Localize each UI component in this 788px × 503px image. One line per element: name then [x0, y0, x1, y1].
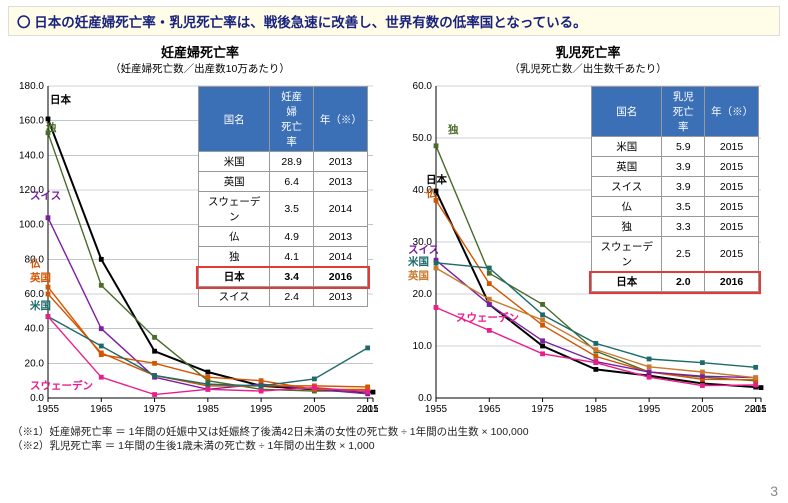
table-cell: 4.9: [270, 227, 314, 247]
table-cell: 英国: [199, 172, 270, 192]
table-cell: 5.9: [662, 137, 705, 157]
table-cell: 3.9: [662, 157, 705, 177]
table-header: 乳児死亡率: [662, 87, 705, 137]
table-cell: 2013: [313, 172, 367, 192]
svg-text:60.0: 60.0: [413, 81, 433, 92]
svg-text:1965: 1965: [478, 404, 501, 415]
table-cell: 英国: [592, 157, 662, 177]
table-cell: 4.1: [270, 247, 314, 267]
table-header: 年（※）: [705, 87, 759, 137]
svg-text:40.0: 40.0: [25, 324, 45, 335]
table-cell: 仏: [199, 227, 270, 247]
data-table: 国名妊産婦死亡率年（※）米国28.92013英国6.42013スウェーデン3.5…: [198, 86, 368, 307]
table-cell: 米国: [199, 152, 270, 172]
svg-text:1965: 1965: [90, 404, 113, 415]
table-cell: スイス: [592, 177, 662, 197]
left-chart-subtitle: （妊産婦死亡数／出産数10万あたり）: [8, 61, 392, 76]
right-chart: 0.0 10.0 20.0 30.0 40.0 50.0 60.0 1955 1965 1975 1…: [396, 78, 766, 423]
left-chart-title: 妊産婦死亡率: [8, 42, 392, 61]
svg-text:0.0: 0.0: [418, 393, 432, 404]
table-cell: 2016: [313, 267, 367, 287]
table-cell: 2014: [313, 247, 367, 267]
table-cell: 3.3: [662, 217, 705, 237]
svg-text:1975: 1975: [531, 404, 554, 415]
table-cell: 2.5: [662, 237, 705, 272]
right-chart-title: 乳児死亡率: [396, 42, 780, 61]
svg-text:2016: 2016: [362, 404, 378, 415]
footnote-1: （※1）妊産婦死亡率 ＝ 1年間の妊娠中又は妊娠終了後満42日未満の女性の死亡数…: [12, 425, 776, 439]
header-banner: 〇 日本の妊産婦死亡率・乳児死亡率は、戦後急速に改善し、世界有数の低率国となって…: [8, 6, 780, 36]
svg-text:100.0: 100.0: [19, 220, 44, 231]
svg-text:20.0: 20.0: [413, 289, 433, 300]
table-cell: 2013: [313, 227, 367, 247]
svg-text:140.0: 140.0: [19, 150, 44, 161]
charts-row: 妊産婦死亡率 （妊産婦死亡数／出産数10万あたり） 0.0 20.0 40.0 60.…: [0, 40, 788, 423]
table-cell: 2014: [313, 192, 367, 227]
header-text: 日本の妊産婦死亡率・乳児死亡率は、戦後急速に改善し、世界有数の低率国となっている…: [34, 15, 586, 30]
table-cell: 3.9: [662, 177, 705, 197]
svg-text:160.0: 160.0: [19, 116, 44, 127]
table-cell: 2.4: [270, 287, 314, 307]
svg-text:2016: 2016: [750, 404, 766, 415]
table-header: 国名: [199, 87, 270, 152]
table-cell: 2015: [705, 157, 759, 177]
svg-text:1995: 1995: [250, 404, 273, 415]
table-cell: 独: [199, 247, 270, 267]
table-cell: 2015: [705, 137, 759, 157]
left-chart: 0.0 20.0 40.0 60.0 80.0 100.0 120.0 140.0 160.0 1…: [8, 78, 378, 423]
data-table: 国名乳児死亡率年（※）米国5.92015英国3.92015スイス3.92015仏…: [591, 86, 759, 292]
table-cell: 2.0: [662, 272, 705, 292]
table-cell: スウェーデン: [592, 237, 662, 272]
table-cell: 3.5: [662, 197, 705, 217]
table-cell: 2013: [313, 152, 367, 172]
table-cell: 6.4: [270, 172, 314, 192]
table-cell: 日本: [592, 272, 662, 292]
svg-text:30.0: 30.0: [413, 237, 433, 248]
footnotes: （※1）妊産婦死亡率 ＝ 1年間の妊娠中又は妊娠終了後満42日未満の女性の死亡数…: [0, 423, 788, 455]
table-cell: 2015: [705, 197, 759, 217]
table-cell: 米国: [592, 137, 662, 157]
svg-text:40.0: 40.0: [413, 185, 433, 196]
svg-text:2005: 2005: [691, 404, 714, 415]
left-panel: 妊産婦死亡率 （妊産婦死亡数／出産数10万あたり） 0.0 20.0 40.0 60.…: [8, 40, 392, 423]
table-cell: 2013: [313, 287, 367, 307]
svg-text:1955: 1955: [37, 404, 60, 415]
header-bullet: 〇: [17, 15, 31, 30]
svg-text:60.0: 60.0: [25, 289, 45, 300]
table-cell: 2015: [705, 217, 759, 237]
table-header: 年（※）: [313, 87, 367, 152]
table-header: 国名: [592, 87, 662, 137]
table-cell: スウェーデン: [199, 192, 270, 227]
svg-text:1985: 1985: [197, 404, 220, 415]
svg-text:120.0: 120.0: [19, 185, 44, 196]
svg-text:10.0: 10.0: [413, 341, 433, 352]
svg-text:50.0: 50.0: [413, 133, 433, 144]
svg-text:20.0: 20.0: [25, 358, 45, 369]
svg-text:180.0: 180.0: [19, 81, 44, 92]
table-cell: 2015: [705, 237, 759, 272]
table-cell: 2016: [705, 272, 759, 292]
slide-number: 3: [770, 483, 778, 499]
svg-text:1955: 1955: [425, 404, 448, 415]
right-chart-subtitle: （乳児死亡数／出生数千あたり）: [396, 61, 780, 76]
table-cell: スイス: [199, 287, 270, 307]
svg-text:0.0: 0.0: [30, 393, 44, 404]
svg-text:1995: 1995: [638, 404, 661, 415]
svg-text:2005: 2005: [303, 404, 326, 415]
table-cell: 28.9: [270, 152, 314, 172]
table-cell: 3.4: [270, 267, 314, 287]
table-cell: 独: [592, 217, 662, 237]
right-panel: 乳児死亡率 （乳児死亡数／出生数千あたり） 0.0 10.0 20.0 30.0 40.…: [396, 40, 780, 423]
table-cell: 日本: [199, 267, 270, 287]
table-cell: 3.5: [270, 192, 314, 227]
footnote-2: （※2）乳児死亡率 ＝ 1年間の生後1歳未満の死亡数 ÷ 1年間の出生数 × 1…: [12, 439, 776, 453]
svg-text:80.0: 80.0: [25, 254, 45, 265]
table-cell: 2015: [705, 177, 759, 197]
svg-text:1985: 1985: [585, 404, 608, 415]
svg-text:1975: 1975: [143, 404, 166, 415]
table-cell: 仏: [592, 197, 662, 217]
table-header: 妊産婦死亡率: [270, 87, 314, 152]
